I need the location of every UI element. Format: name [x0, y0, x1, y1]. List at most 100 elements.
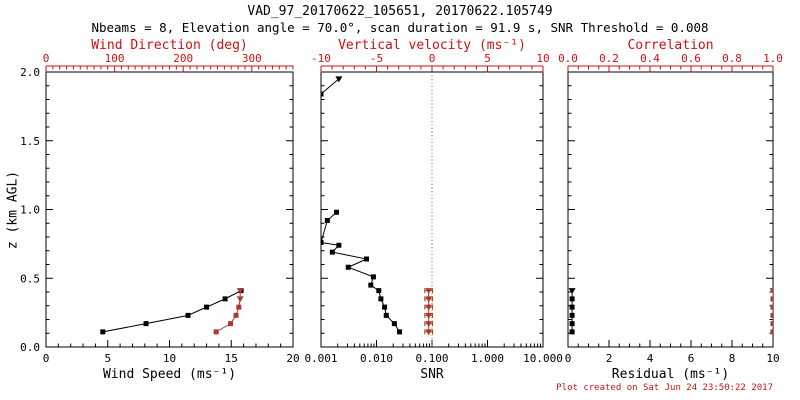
axis-text: 8	[729, 352, 736, 365]
marker-square	[228, 321, 234, 327]
axis-text: 1.000	[471, 352, 504, 365]
x-top-axis: 0.0 0.2 0.4 0.6 0.8 1.0 Correlation	[558, 38, 783, 73]
x-bottom-axis: 0 5 10 15 20 Wind Speed (ms⁻¹)	[43, 340, 300, 382]
marker-triangle-down	[335, 76, 343, 83]
axis-text: Wind Speed (ms⁻¹)	[103, 367, 236, 382]
axis-text: 300	[242, 52, 262, 65]
marker-triangle-down	[425, 288, 433, 295]
axis-text: 0.5	[20, 272, 40, 285]
marker-triangle-down	[236, 296, 244, 303]
axis-text: 0.010	[360, 352, 393, 365]
marker-triangle-down	[568, 288, 576, 295]
marker-triangle-down	[425, 329, 433, 336]
marker-square	[204, 304, 210, 310]
y-axis: 0.0 0.5 1.0 1.5 2.0	[20, 66, 293, 354]
marker-square	[770, 296, 773, 302]
marker-triangle-down	[425, 304, 433, 311]
marker-square	[382, 304, 388, 310]
marker-triangle-down	[236, 288, 244, 295]
axis-text: -10	[311, 52, 331, 65]
marker-square	[569, 296, 575, 302]
axis-text: Vertical velocity (ms⁻¹)	[338, 38, 526, 53]
axis-text: 1.5	[20, 135, 40, 148]
marker-square	[569, 321, 575, 327]
marker-square	[143, 321, 149, 327]
axis-text: Correlation	[627, 38, 713, 53]
marker-square	[333, 209, 339, 215]
axis-text: -5	[370, 52, 383, 65]
plot-box	[45, 71, 294, 348]
axis-text: 10	[163, 352, 176, 365]
marker-square	[236, 304, 242, 310]
series-snr-profile	[321, 209, 403, 335]
axis-text: 10.000	[523, 352, 563, 365]
x-top-axis: -10 -5 0 5 10 Vertical velocity (ms⁻¹)	[311, 38, 550, 73]
axis-text: 6	[688, 352, 695, 365]
axis-text: 0.2	[599, 52, 619, 65]
axis-text: 0	[565, 352, 572, 365]
marker-square	[336, 242, 342, 248]
axis-text: 0	[429, 52, 436, 65]
y-axis	[321, 71, 543, 348]
marker-triangle-down	[769, 288, 773, 295]
y-axis	[568, 71, 773, 348]
marker-square	[376, 288, 382, 294]
marker-square	[770, 312, 773, 318]
marker-square	[383, 312, 389, 318]
marker-triangle-down	[425, 312, 433, 319]
axis-text: 10	[766, 352, 779, 365]
axis-text: 0.6	[681, 52, 701, 65]
axis-text: Residual (ms⁻¹)	[612, 367, 729, 382]
marker-square	[370, 274, 376, 280]
axis-text: 0	[43, 52, 50, 65]
marker-square	[569, 329, 575, 335]
plot-subtitle: Nbeams = 8, Elevation angle = 70.0°, sca…	[91, 20, 709, 35]
axis-text: 1.0	[20, 204, 40, 217]
marker-square	[378, 296, 384, 302]
axis-text: 0.4	[640, 52, 660, 65]
marker-square	[368, 282, 374, 288]
marker-square	[770, 304, 773, 310]
axis-text: 200	[173, 52, 193, 65]
series-residual	[568, 288, 576, 335]
axis-text: 5	[104, 352, 111, 365]
axis-text: 0.100	[415, 352, 448, 365]
marker-square	[345, 264, 351, 270]
series-snr-upper	[321, 76, 343, 97]
marker-triangle-down	[425, 296, 433, 303]
axis-text: Wind Direction (deg)	[91, 38, 248, 53]
marker-square	[329, 249, 335, 255]
series-wind-speed	[100, 288, 244, 335]
residual-panel: 0 2 4 6 8 10 Residual (ms⁻¹) 0.0 0.2 0.4 0.6 0.8 1.0…	[558, 38, 783, 382]
marker-square	[321, 91, 324, 97]
axis-text: 0	[43, 352, 50, 365]
axis-text: 5	[484, 52, 491, 65]
plot-title: VAD_97_20170622_105651, 20170622.105749	[247, 4, 553, 19]
marker-square	[770, 329, 773, 335]
marker-square	[391, 321, 397, 327]
x-bottom-axis: 0 2 4 6 8 10 Residual (ms⁻¹)	[565, 340, 780, 382]
axis-text: 20	[286, 352, 299, 365]
marker-square	[222, 296, 228, 302]
marker-square	[321, 240, 324, 245]
plot-credit: Plot created on Sat Jun 24 23:50:22 2017	[556, 383, 773, 393]
axis-text: 0.001	[304, 352, 337, 365]
series-wind-direction	[213, 288, 244, 335]
axis-text: 10	[536, 52, 549, 65]
axis-text: 0.0	[20, 341, 40, 354]
axis-text: 2	[606, 352, 613, 365]
marker-square	[324, 218, 330, 223]
axis-text: 15	[225, 352, 238, 365]
series-correlation	[769, 288, 773, 335]
marker-square	[185, 312, 191, 318]
axis-text: 4	[647, 352, 654, 365]
marker-square	[213, 329, 219, 335]
y-axis-label: z (km AGL)	[5, 170, 21, 250]
marker-triangle-down	[425, 321, 433, 328]
marker-square	[397, 329, 403, 335]
marker-square	[770, 321, 773, 327]
axis-text: 0.8	[722, 52, 742, 65]
